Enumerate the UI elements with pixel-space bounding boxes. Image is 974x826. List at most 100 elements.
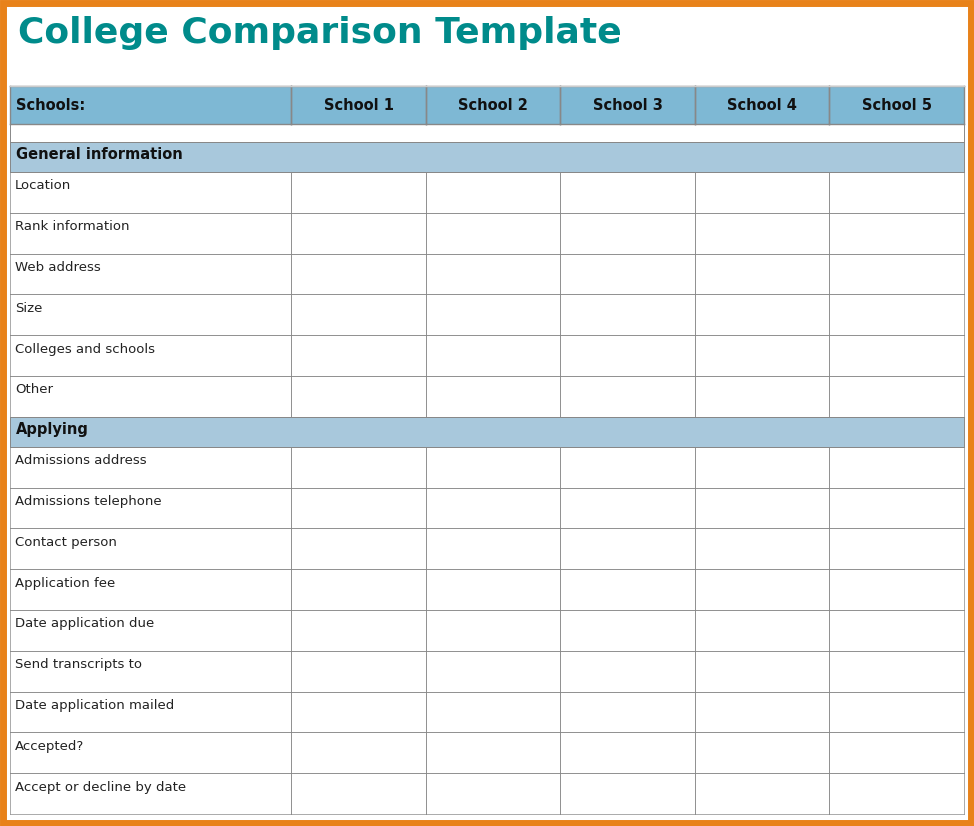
Text: Applying: Applying <box>16 422 89 437</box>
Bar <box>10 487 291 529</box>
Bar <box>10 529 291 569</box>
Bar <box>291 733 426 773</box>
Text: School 4: School 4 <box>728 97 797 112</box>
Bar <box>291 86 426 124</box>
Bar <box>426 529 560 569</box>
Text: Schools:: Schools: <box>16 97 86 112</box>
Bar <box>10 376 291 417</box>
Bar <box>426 376 560 417</box>
Bar <box>291 691 426 733</box>
Bar <box>695 733 830 773</box>
Bar <box>560 569 695 610</box>
Bar <box>830 172 964 213</box>
Text: Application fee: Application fee <box>15 577 115 590</box>
Bar <box>426 254 560 294</box>
Bar <box>695 447 830 487</box>
Bar <box>830 376 964 417</box>
Bar <box>426 213 560 254</box>
Bar <box>830 294 964 335</box>
Bar <box>426 86 560 124</box>
Bar <box>291 254 426 294</box>
Bar <box>830 610 964 651</box>
Bar <box>10 569 291 610</box>
Text: Rank information: Rank information <box>15 221 130 233</box>
Bar <box>695 569 830 610</box>
Text: Admissions telephone: Admissions telephone <box>15 495 162 508</box>
Bar <box>10 142 964 172</box>
Bar <box>560 691 695 733</box>
Bar <box>291 172 426 213</box>
Bar <box>560 172 695 213</box>
Bar <box>695 691 830 733</box>
Text: General information: General information <box>16 147 183 163</box>
Bar <box>695 610 830 651</box>
Text: Date application due: Date application due <box>15 617 154 630</box>
Bar <box>10 691 291 733</box>
Bar <box>426 172 560 213</box>
Bar <box>10 447 291 487</box>
Bar <box>10 417 964 447</box>
Bar <box>695 294 830 335</box>
Text: School 3: School 3 <box>593 97 662 112</box>
Text: Send transcripts to: Send transcripts to <box>15 658 142 672</box>
Text: Web address: Web address <box>15 261 100 274</box>
Bar <box>560 733 695 773</box>
Bar <box>830 569 964 610</box>
Bar <box>291 335 426 376</box>
Bar <box>695 213 830 254</box>
Bar <box>695 376 830 417</box>
Text: School 2: School 2 <box>458 97 528 112</box>
Bar <box>560 773 695 814</box>
Bar <box>426 773 560 814</box>
Text: College Comparison Template: College Comparison Template <box>18 16 621 50</box>
Bar <box>291 447 426 487</box>
Bar <box>830 335 964 376</box>
Bar <box>426 569 560 610</box>
Text: Accept or decline by date: Accept or decline by date <box>15 781 186 794</box>
Text: Other: Other <box>15 383 53 396</box>
Bar <box>560 335 695 376</box>
Bar <box>695 773 830 814</box>
Text: Accepted?: Accepted? <box>15 740 84 752</box>
Bar <box>10 124 964 142</box>
Bar <box>291 376 426 417</box>
Bar <box>426 294 560 335</box>
Bar <box>10 254 291 294</box>
Text: Admissions address: Admissions address <box>15 454 147 468</box>
Bar <box>10 773 291 814</box>
Bar <box>830 733 964 773</box>
Bar <box>830 487 964 529</box>
Bar <box>560 447 695 487</box>
Bar <box>830 691 964 733</box>
Bar <box>830 213 964 254</box>
Text: Location: Location <box>15 179 71 192</box>
Bar <box>560 86 695 124</box>
Bar <box>695 335 830 376</box>
Bar <box>10 172 291 213</box>
Bar <box>695 172 830 213</box>
Bar <box>560 610 695 651</box>
Bar <box>10 651 291 691</box>
Text: School 1: School 1 <box>323 97 393 112</box>
Text: Contact person: Contact person <box>15 536 117 548</box>
Bar <box>426 691 560 733</box>
Bar <box>10 86 291 124</box>
Bar <box>560 487 695 529</box>
Bar <box>560 376 695 417</box>
Text: Size: Size <box>15 301 43 315</box>
Text: Date application mailed: Date application mailed <box>15 699 174 712</box>
Bar <box>695 86 830 124</box>
Bar <box>426 610 560 651</box>
Text: Colleges and schools: Colleges and schools <box>15 343 155 355</box>
Bar <box>830 254 964 294</box>
Bar <box>10 610 291 651</box>
Bar <box>291 213 426 254</box>
Bar <box>10 733 291 773</box>
Bar <box>830 529 964 569</box>
Bar <box>560 254 695 294</box>
Bar <box>10 213 291 254</box>
Bar <box>291 569 426 610</box>
Bar <box>426 651 560 691</box>
Bar <box>291 651 426 691</box>
Bar <box>695 651 830 691</box>
